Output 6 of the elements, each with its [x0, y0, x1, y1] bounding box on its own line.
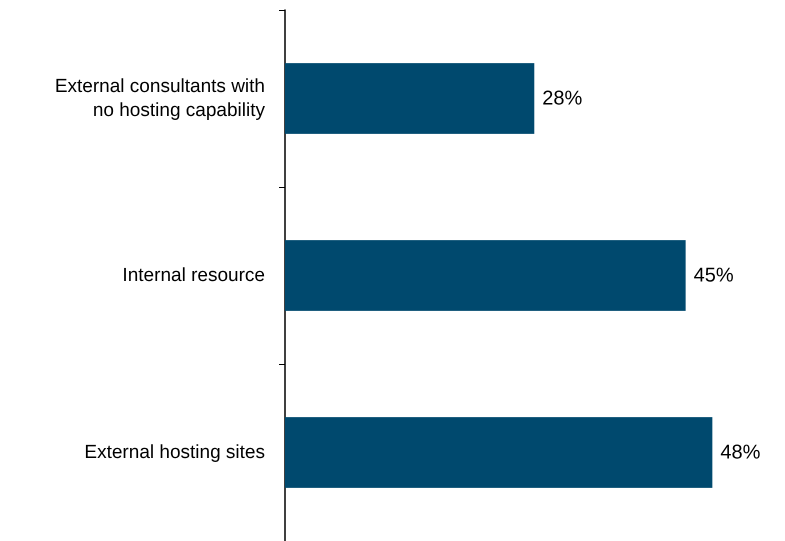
y-tick-label: External hosting sites [84, 442, 265, 463]
y-tick-label: External consultants with no hosting capability [54, 76, 266, 121]
data-label: 48% [720, 442, 761, 464]
data-label: 28% [542, 88, 583, 110]
y-tick-label: Internal resource [122, 265, 265, 286]
data-label: 45% [694, 264, 734, 286]
